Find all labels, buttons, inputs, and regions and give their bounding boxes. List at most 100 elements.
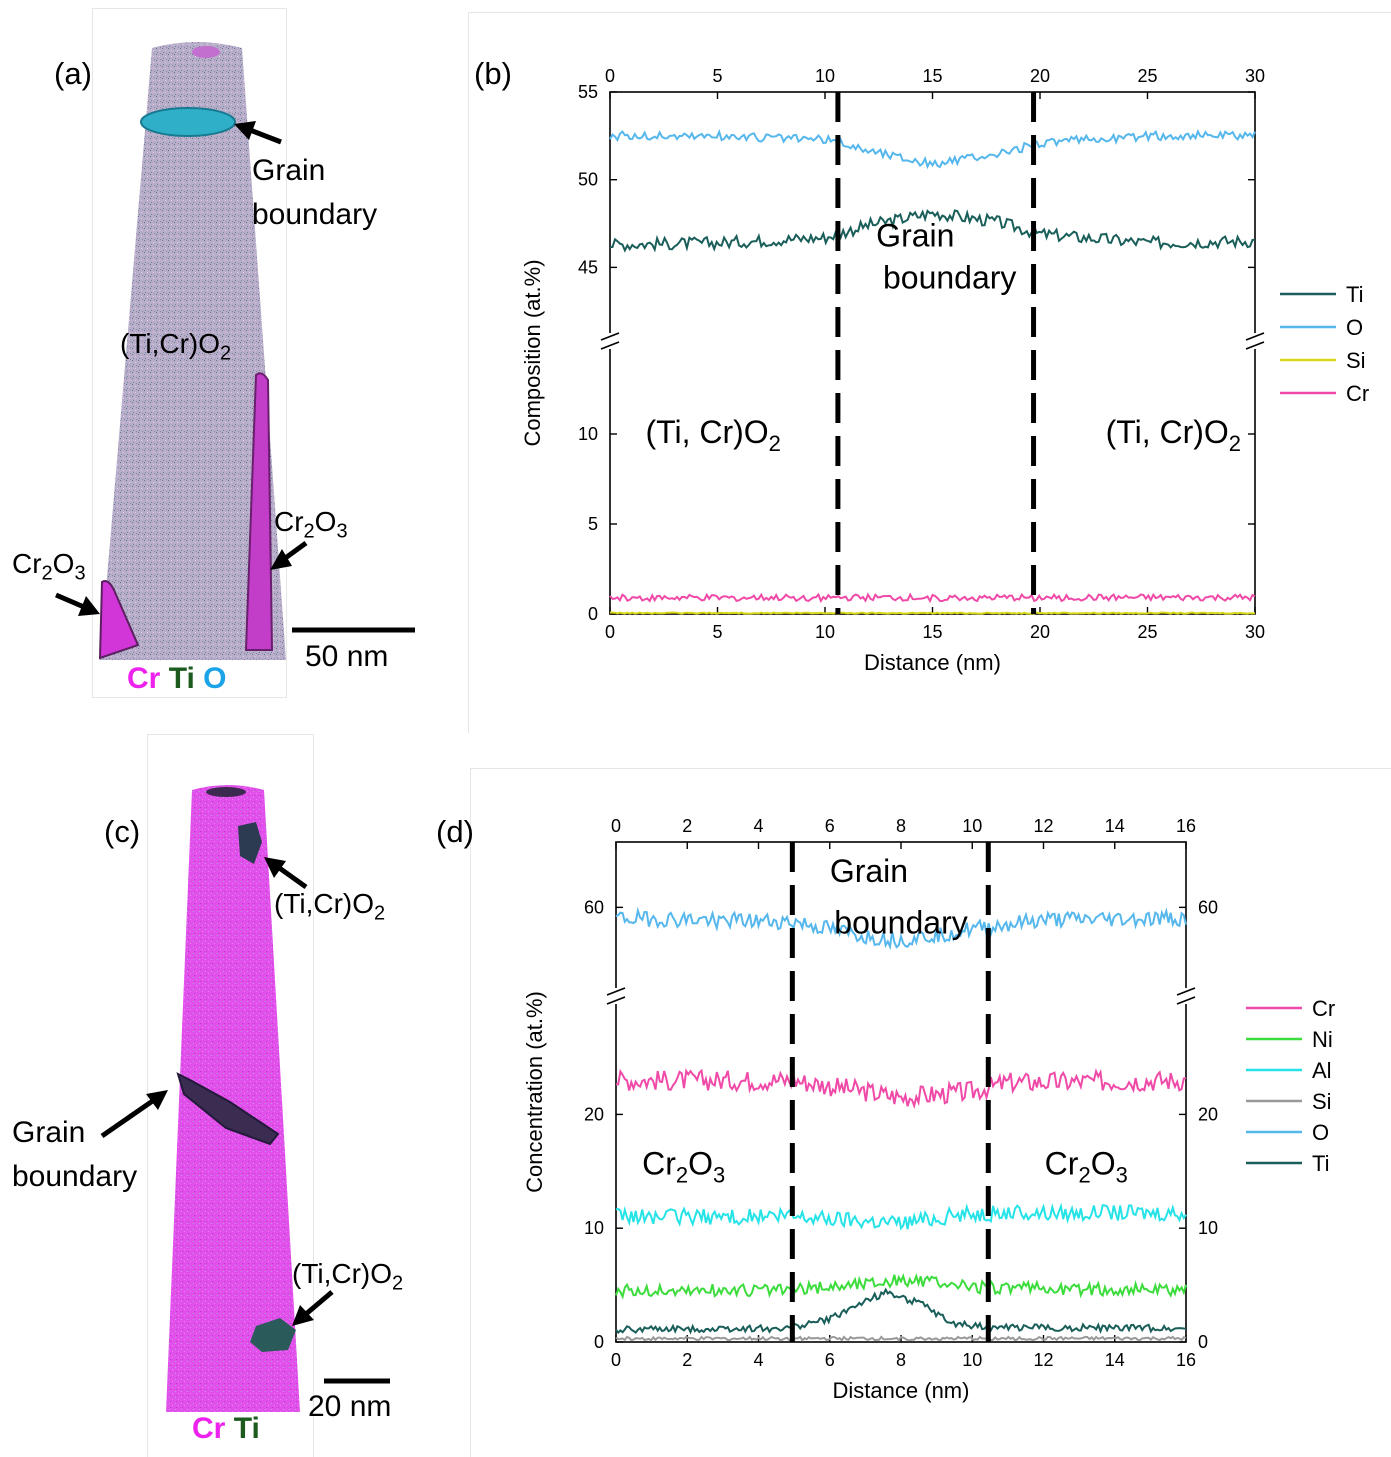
chart-d-xtick-label-bottom-1: 2 (682, 1350, 692, 1370)
chart-d-legend-label-cr: Cr (1312, 996, 1335, 1021)
chart-d-xtick-label-bottom-7: 14 (1105, 1350, 1125, 1370)
chart-b-series-si (610, 611, 1256, 615)
chart-b-legend-label-o: O (1346, 315, 1363, 340)
chart-d-annotation-3: Cr2O3 (1045, 1146, 1128, 1188)
label-cr2o3-left-sub: 2 (41, 562, 53, 585)
chart-d-series-si (615, 1335, 1187, 1342)
chart-b-plot-frame (609, 91, 1256, 615)
element-key-c: Cr Ti (192, 1414, 260, 1444)
panel-b-frame (468, 12, 1391, 733)
element-key-a-ti: Ti (168, 662, 195, 695)
chart-d-ytick-label-right-0: 0 (1198, 1332, 1208, 1352)
chart-b-break-mark-b-0 (600, 341, 620, 350)
panel-d-letter: (d) (436, 814, 474, 849)
chart-b-legend-label-ti: Ti (1346, 282, 1364, 307)
chart-b-xtick-label-top-3: 15 (922, 66, 942, 86)
chart-d-xtick-label-top-6: 12 (1033, 816, 1053, 836)
scale-bar-a-label: 50 nm (305, 640, 389, 673)
label-cr2o3-left-o: O (52, 548, 75, 579)
panel-c-letter: (c) (104, 814, 141, 849)
label-tio2-bottom-c: (Ti,Cr)O2 (292, 1260, 403, 1294)
chart-d-legend-label-ni: Ni (1312, 1027, 1333, 1052)
chart-b-series-o (609, 128, 1256, 170)
chart-b-legend-label-cr: Cr (1346, 381, 1369, 406)
tio2-top-c (238, 822, 262, 864)
chart-b-xtick-label-top-1: 5 (712, 66, 722, 86)
chart-d-xtick-label-bottom-4: 8 (896, 1350, 906, 1370)
panel-a-tomography-image (55, 42, 415, 660)
chart-b-break-mark-b-1 (1245, 341, 1265, 350)
tio2-bottom-c (250, 1318, 296, 1352)
chart-b-ytick-label-4: 50 (578, 170, 598, 190)
chart-d-annotation-2: Cr2O3 (642, 1146, 725, 1188)
label-tio2-top-c-text: (Ti,Cr)O (274, 888, 375, 919)
chart-b-xtick-label-bottom-2: 10 (815, 622, 835, 642)
label-grain-a-2: boundary (252, 198, 378, 231)
panel-b-letter: (b) (474, 56, 512, 91)
chart-b-legend-label-si: Si (1346, 348, 1366, 373)
chart-d-xtick-label-bottom-3: 6 (825, 1350, 835, 1370)
chart-b-annotation-1: boundary (883, 259, 1016, 295)
chart-b-series-cr (609, 592, 1256, 604)
needle-a (100, 42, 286, 660)
chart-d-series-cr (615, 1068, 1187, 1110)
chart-d-break-mark-a-0 (606, 987, 626, 996)
chart-d-break-mark-b-0 (606, 996, 626, 1005)
grain-boundary-a (140, 107, 236, 137)
chart-d-ytick-label-1: 10 (584, 1218, 604, 1238)
chart-b-xtick-label-top-6: 30 (1245, 66, 1265, 86)
chart-b: 0055101015152020252530300510455055Distan… (520, 66, 1369, 675)
chart-d-ytick-label-right-1: 10 (1198, 1218, 1218, 1238)
chart-d-series-o (615, 906, 1187, 951)
chart-d-xtick-label-top-5: 10 (962, 816, 982, 836)
chart-b-ytick-label-0: 0 (588, 604, 598, 624)
chart-d-xtick-label-top-3: 6 (825, 816, 835, 836)
chart-d-xtick-label-bottom-2: 4 (753, 1350, 763, 1370)
chart-b-legend: Ti O Si Cr (1280, 282, 1369, 406)
label-tio2-top-c-sub: 2 (374, 902, 386, 925)
grain-boundary-c (176, 1072, 280, 1146)
label-grain-c-1: Grain (12, 1116, 86, 1149)
chart-d-legend-label-al: Al (1312, 1058, 1332, 1083)
label-cr2o3-left-cr: Cr (12, 548, 42, 579)
chart-d-ytick-label-right-2: 20 (1198, 1104, 1218, 1124)
chart-b-xtick-label-bottom-0: 0 (605, 622, 615, 642)
chart-d-break-mark-b-1 (1176, 996, 1196, 1005)
label-cr2o3-right-o: O (314, 506, 337, 537)
chart-b-break-mark-a-0 (600, 332, 620, 341)
chart-d-legend-label-si: Si (1312, 1089, 1332, 1114)
chart-d-xtick-label-top-2: 4 (753, 816, 763, 836)
chart-b-xtick-label-bottom-4: 20 (1030, 622, 1050, 642)
chart-d-xtick-label-top-1: 2 (682, 816, 692, 836)
label-tio2-bottom-c-sub: 2 (392, 1272, 404, 1295)
chart-b-xtick-label-bottom-3: 15 (922, 622, 942, 642)
chart-b-xtick-label-top-4: 20 (1030, 66, 1050, 86)
element-key-a: Cr Ti O (127, 664, 227, 694)
label-cr2o3-right-sub2: 3 (336, 520, 348, 543)
label-matrix-a: (Ti,Cr)O2 (120, 330, 231, 364)
chart-b-xtick-label-bottom-5: 25 (1137, 622, 1157, 642)
chart-d-ylabel: Concentration (at.%) (522, 991, 547, 1193)
chart-b-ytick-label-1: 5 (588, 514, 598, 534)
label-grain-c-2: boundary (12, 1160, 138, 1193)
chart-b-ytick-label-2: 10 (578, 424, 598, 444)
chart-d-ytick-label-right-3: 60 (1198, 897, 1218, 917)
label-matrix-a-sub: 2 (220, 342, 232, 365)
label-cr2o3-right-cr: Cr (274, 506, 304, 537)
needle-a-tip (192, 46, 220, 58)
chart-d-annotation-1: boundary (834, 905, 967, 941)
needle-c-tip-phase (206, 787, 246, 797)
panel-a-letter: (a) (54, 56, 92, 91)
label-cr2o3-right-sub: 2 (303, 520, 315, 543)
chart-d-xtick-label-top-4: 8 (896, 816, 906, 836)
chart-b-xtick-label-bottom-1: 5 (712, 622, 722, 642)
chart-b-series-group (609, 128, 1256, 615)
chart-d-series-ni (615, 1272, 1187, 1300)
chart-d-xtick-label-top-0: 0 (611, 816, 621, 836)
chart-d-ytick-label-0: 0 (594, 1332, 604, 1352)
chart-b-ytick-label-3: 45 (578, 257, 598, 277)
label-matrix-a-text: (Ti,Cr)O (120, 328, 221, 359)
cr2o3-right (244, 372, 274, 651)
